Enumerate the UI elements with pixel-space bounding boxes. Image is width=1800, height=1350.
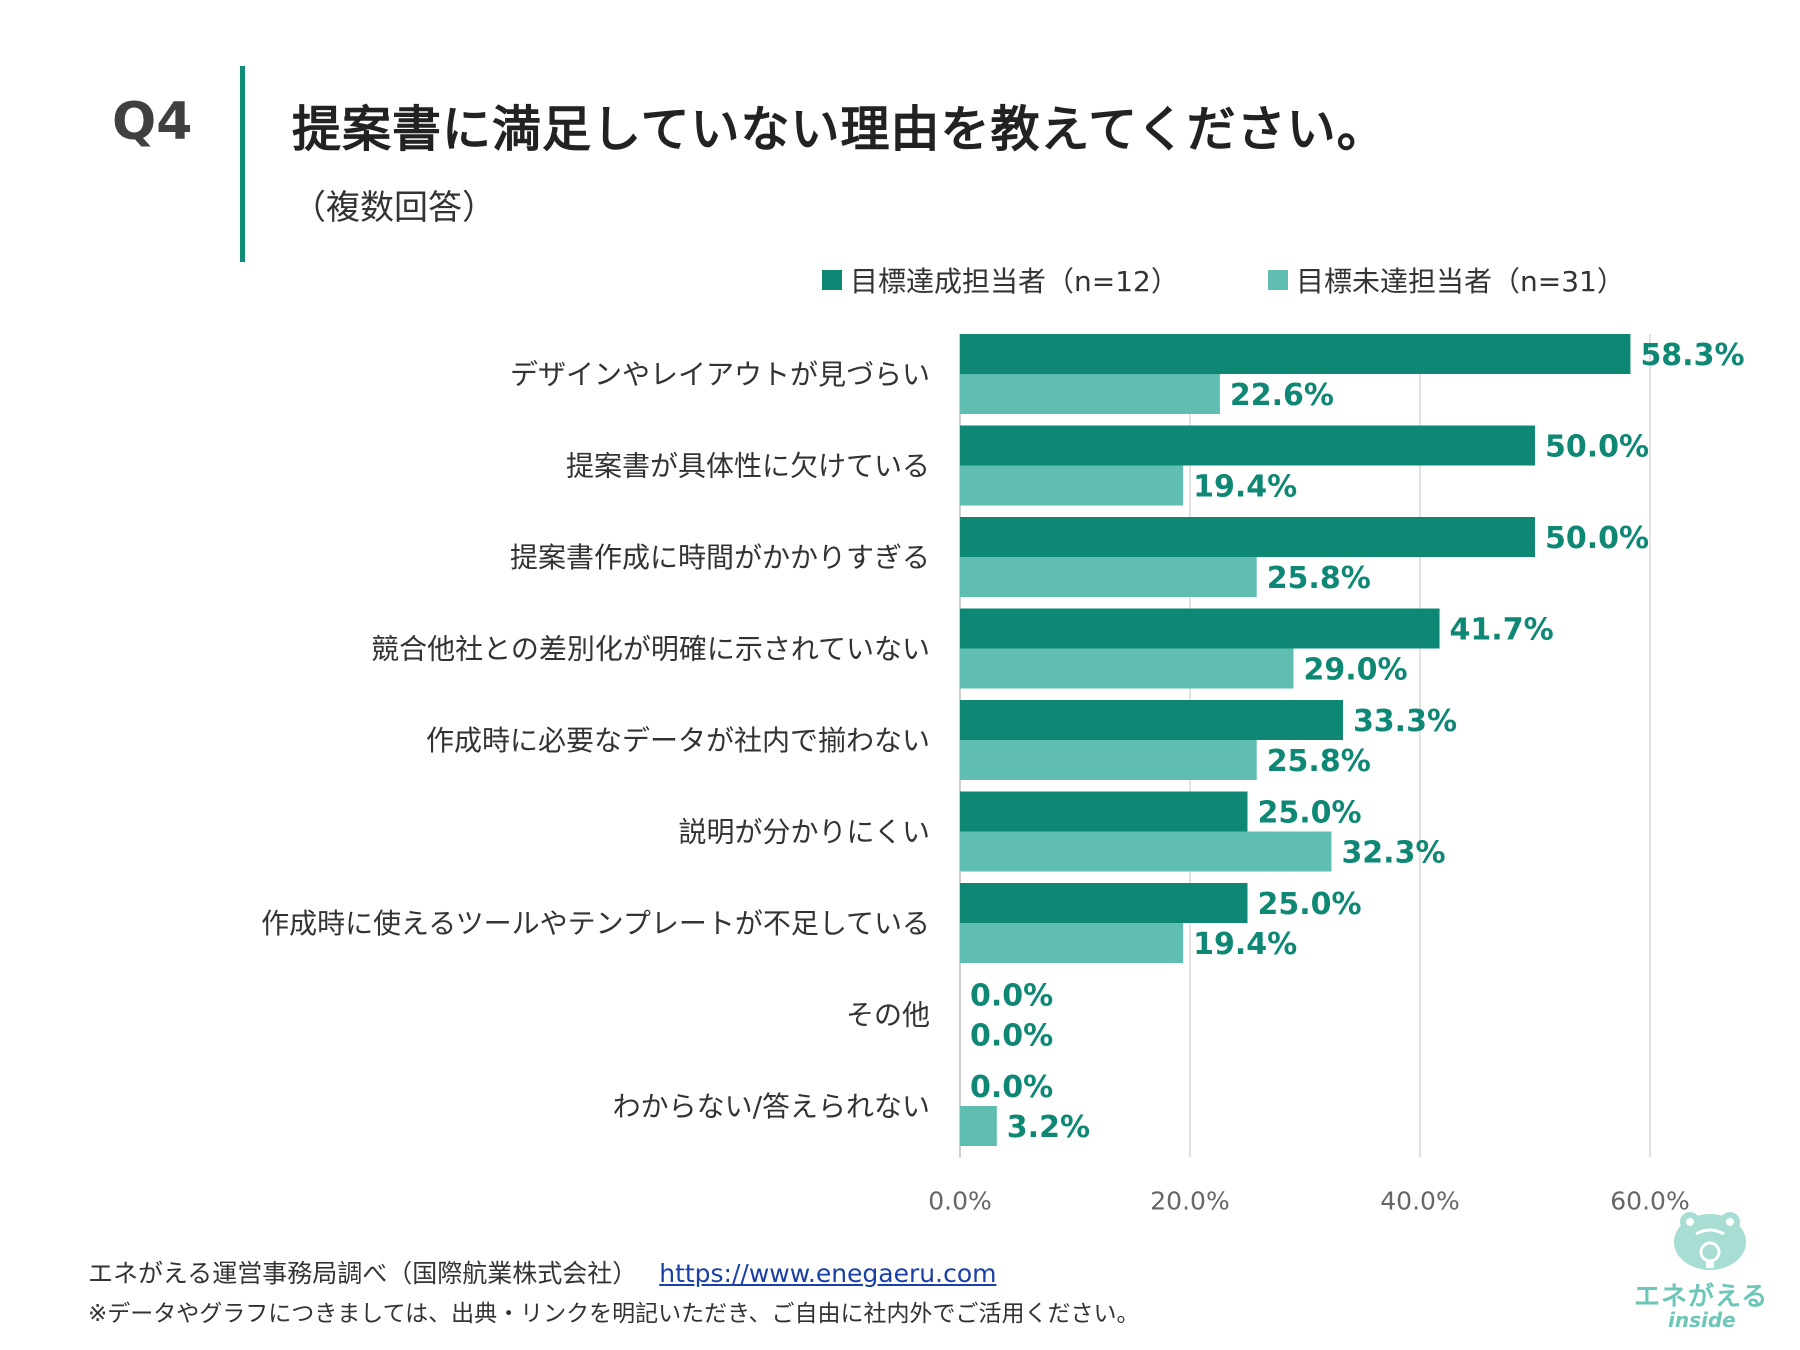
data-label: 29.0% bbox=[1304, 653, 1408, 688]
data-label: 25.0% bbox=[1258, 796, 1362, 831]
x-tick-label: 0.0% bbox=[928, 1187, 992, 1216]
bar-series1 bbox=[960, 334, 1631, 374]
data-label: 25.8% bbox=[1267, 744, 1371, 779]
logo-sub: inside bbox=[1668, 1308, 1736, 1332]
legend-swatch-series1 bbox=[822, 270, 842, 290]
logo-name: エネがえる bbox=[1634, 1282, 1769, 1312]
data-label: 19.4% bbox=[1193, 470, 1297, 505]
data-label: 58.3% bbox=[1640, 338, 1744, 373]
data-label: 3.2% bbox=[1007, 1110, 1090, 1145]
x-tick-label: 60.0% bbox=[1610, 1187, 1689, 1216]
bar-series1 bbox=[960, 608, 1440, 649]
data-label: 22.6% bbox=[1230, 378, 1334, 413]
category-label: 作成時に必要なデータが社内で揃わない bbox=[426, 724, 930, 757]
bar-chart: 0.0% 20.0% 40.0% 60.0% デザインやレイアウトが見づらい 58.3% 2… bbox=[261, 334, 1745, 1216]
category-label: 提案書が具体性に欠けている bbox=[566, 450, 930, 483]
bar-series1 bbox=[960, 517, 1535, 557]
bar-series2 bbox=[960, 740, 1257, 780]
data-label: 0.0% bbox=[970, 979, 1053, 1014]
data-label: 50.0% bbox=[1545, 430, 1649, 465]
question-number: Q4 bbox=[112, 92, 193, 152]
bar-series1 bbox=[960, 883, 1248, 923]
header-divider bbox=[240, 66, 245, 262]
legend-swatch-series2 bbox=[1268, 270, 1288, 290]
bar-series2 bbox=[960, 923, 1184, 963]
bar-series2 bbox=[960, 1106, 997, 1146]
x-tick-label: 20.0% bbox=[1150, 1187, 1229, 1216]
bar-series1 bbox=[960, 425, 1535, 466]
legend-label-series2: 目標未達担当者（n=31） bbox=[1296, 265, 1625, 298]
page-title: 提案書に満足していない理由を教えてください。 bbox=[292, 101, 1387, 158]
bar-series1 bbox=[960, 791, 1248, 832]
x-tick-label: 40.0% bbox=[1380, 1187, 1459, 1216]
data-label: 0.0% bbox=[970, 1070, 1053, 1105]
category-label: その他 bbox=[846, 999, 930, 1032]
frog-logo-icon bbox=[1674, 1212, 1746, 1270]
legend-item-series2: 目標未達担当者（n=31） bbox=[1268, 260, 1625, 300]
legend-label-series1: 目標達成担当者（n=12） bbox=[850, 265, 1179, 298]
source-line: エネがえる運営事務局調べ（国際航業株式会社） https://www.enega… bbox=[88, 1254, 996, 1290]
category-label: デザインやレイアウトが見づらい bbox=[510, 358, 930, 391]
category-label: 競合他社との差別化が明確に示されていない bbox=[371, 633, 930, 666]
bar-series2 bbox=[960, 831, 1332, 872]
source-text: エネがえる運営事務局調べ（国際航業株式会社） bbox=[88, 1259, 638, 1288]
data-label: 32.3% bbox=[1341, 836, 1445, 871]
source-link[interactable]: https://www.enegaeru.com bbox=[659, 1259, 997, 1288]
legend-item-series1: 目標達成担当者（n=12） bbox=[822, 260, 1179, 300]
category-label: わからない/答えられない bbox=[613, 1090, 930, 1123]
bar-series2 bbox=[960, 648, 1294, 689]
usage-note: ※データやグラフにつきましては、出典・リンクを明記いただき、ご自由に社内外でご活… bbox=[88, 1301, 1140, 1327]
category-label: 作成時に使えるツールやテンプレートが不足している bbox=[261, 907, 930, 940]
category-label: 説明が分かりにくい bbox=[679, 816, 930, 849]
data-label: 25.8% bbox=[1267, 561, 1371, 596]
bar-series2 bbox=[960, 557, 1257, 597]
data-label: 33.3% bbox=[1353, 704, 1457, 739]
category-label: 提案書作成に時間がかかりすぎる bbox=[510, 541, 930, 574]
data-label: 0.0% bbox=[970, 1019, 1053, 1054]
data-label: 25.0% bbox=[1258, 887, 1362, 922]
bar-series2 bbox=[960, 465, 1184, 506]
page-subtitle: （複数回答） bbox=[292, 188, 496, 228]
bar-series2 bbox=[960, 374, 1220, 414]
bar-series1 bbox=[960, 700, 1343, 740]
data-label: 19.4% bbox=[1193, 927, 1297, 962]
data-label: 41.7% bbox=[1450, 613, 1554, 648]
data-label: 50.0% bbox=[1545, 521, 1649, 556]
